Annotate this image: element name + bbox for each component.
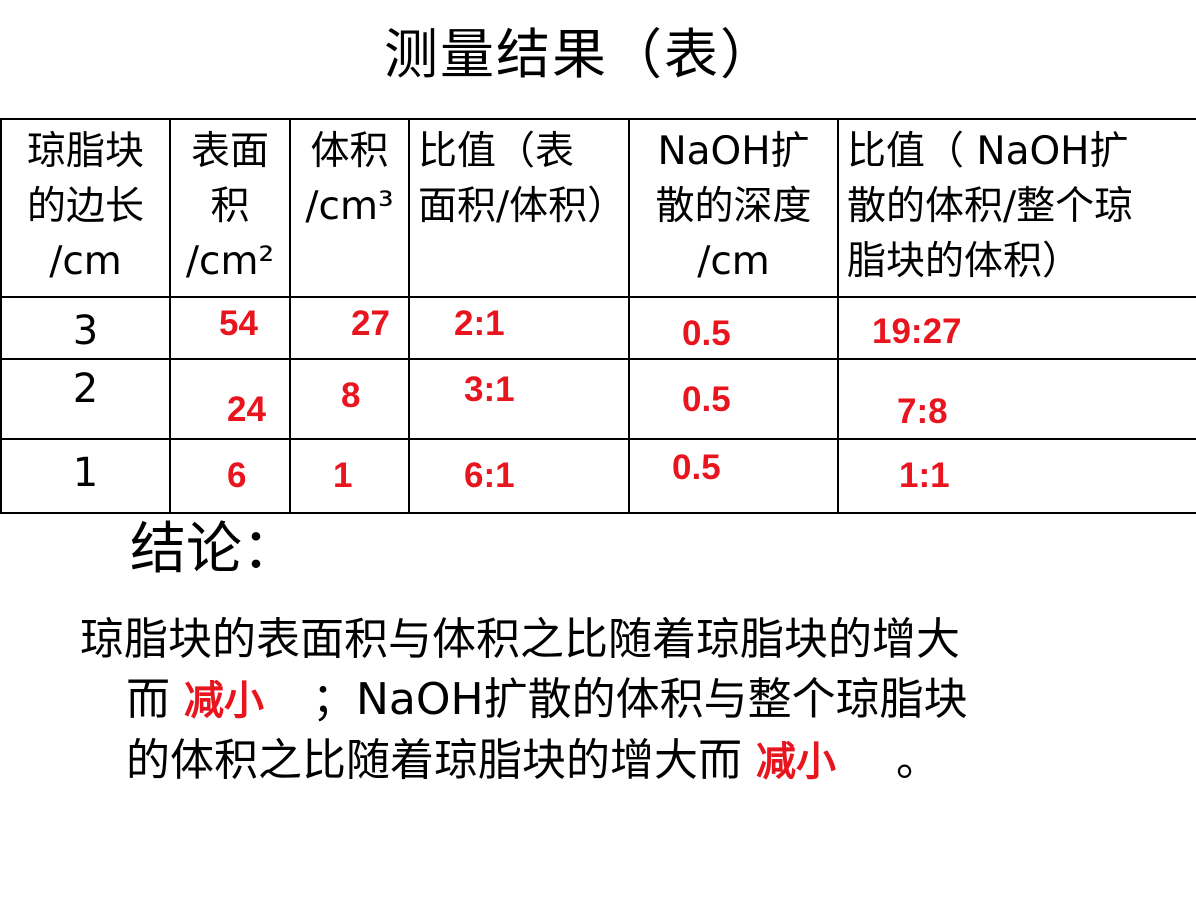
cell-diffusion-ratio: 19:27	[837, 296, 1196, 360]
header-line: /cm	[49, 239, 122, 284]
conclusion-line-2: 而 减小 ；NaOH扩散的体积与整个琼脂块	[80, 670, 1180, 731]
table-header-row: 琼脂块 的边长 /cm 表面 积 /cm² 体积 /cm³ 比值（表 面积/体积…	[0, 118, 1196, 298]
header-line: 的边长	[26, 184, 144, 229]
header-volume: 体积 /cm³	[289, 118, 410, 298]
header-line: 面积/体积）	[418, 184, 627, 229]
header-diffusion-ratio: 比值（ NaOH扩 散的体积/整个琼 脂块的体积）	[837, 118, 1196, 298]
ratio-value: 6:1	[464, 456, 515, 495]
cell-diffusion-ratio: 1:1	[837, 438, 1196, 514]
cell-diffusion-ratio: 7:8	[837, 358, 1196, 440]
header-line: 体积	[310, 129, 389, 174]
depth-value: 0.5	[682, 380, 731, 419]
cell-depth: 0.5	[628, 296, 839, 360]
cell-area: 54	[169, 296, 291, 360]
header-diffusion-depth: NaOH扩 散的深度 /cm	[628, 118, 839, 298]
header-line: 散的体积/整个琼	[847, 184, 1134, 229]
header-line: NaOH扩	[657, 129, 810, 174]
diffusion-ratio-value: 7:8	[897, 392, 948, 431]
diffusion-ratio-value: 1:1	[899, 456, 950, 495]
answer-1: 减小	[184, 678, 264, 724]
conclusion-line-3-prefix: 的体积之比随着琼脂块的增大而	[126, 735, 742, 786]
side-value: 1	[72, 450, 99, 496]
area-value: 24	[227, 390, 266, 429]
cell-side: 2	[0, 358, 171, 440]
cell-ratio: 2:1	[408, 296, 630, 360]
header-ratio: 比值（表 面积/体积）	[408, 118, 630, 298]
side-value: 3	[72, 308, 99, 354]
cell-depth: 0.5	[628, 358, 839, 440]
header-line: /cm	[697, 239, 770, 284]
conclusion-line-3: 的体积之比随着琼脂块的增大而 减小 。	[80, 731, 1180, 792]
cell-ratio: 3:1	[408, 358, 630, 440]
depth-value: 0.5	[682, 314, 731, 353]
header-line: /cm²	[185, 239, 275, 284]
volume-value: 27	[351, 304, 390, 343]
cell-area: 6	[169, 438, 291, 514]
cell-ratio: 6:1	[408, 438, 630, 514]
header-line: 比值（表	[418, 129, 575, 174]
conclusion-line-2-suffix: ；NaOH扩散的体积与整个琼脂块	[312, 674, 968, 725]
conclusion-paragraph: 琼脂块的表面积与体积之比随着琼脂块的增大 而 减小 ；NaOH扩散的体积与整个琼脂…	[80, 610, 1180, 792]
answer-2: 减小	[756, 739, 836, 785]
conclusion-line-2-prefix: 而	[126, 674, 170, 725]
cell-volume: 1	[289, 438, 410, 514]
cell-depth: 0.5	[628, 438, 839, 514]
area-value: 54	[219, 304, 258, 343]
header-line: 积	[210, 184, 250, 229]
table-row: 1 6 1 6:1 0.5 1:1	[0, 438, 1196, 514]
header-line: 比值（ NaOH扩	[847, 129, 1129, 174]
header-line: 脂块的体积）	[847, 239, 1082, 284]
volume-value: 1	[333, 456, 353, 495]
header-line: 散的深度	[655, 184, 812, 229]
table-row: 2 24 8 3:1 0.5 7:8	[0, 358, 1196, 440]
ratio-value: 2:1	[454, 304, 505, 343]
header-surface-area: 表面 积 /cm²	[169, 118, 291, 298]
cell-volume: 8	[289, 358, 410, 440]
diffusion-ratio-value: 19:27	[872, 312, 962, 351]
cell-area: 24	[169, 358, 291, 440]
table-row: 3 54 27 2:1 0.5 19:27	[0, 296, 1196, 360]
header-line: /cm³	[305, 184, 394, 229]
cell-volume: 27	[289, 296, 410, 360]
depth-value: 0.5	[672, 448, 721, 487]
conclusion-label: 结论：	[130, 517, 298, 582]
area-value: 6	[227, 456, 247, 495]
header-side-length: 琼脂块 的边长 /cm	[0, 118, 171, 298]
results-table: 琼脂块 的边长 /cm 表面 积 /cm² 体积 /cm³ 比值（表 面积/体积…	[0, 118, 1196, 514]
cell-side: 1	[0, 438, 171, 514]
volume-value: 8	[341, 376, 361, 415]
side-value: 2	[72, 366, 99, 412]
conclusion-line-3-suffix: 。	[896, 735, 940, 786]
ratio-value: 3:1	[464, 370, 515, 409]
conclusion-line-1: 琼脂块的表面积与体积之比随着琼脂块的增大	[80, 614, 960, 665]
header-line: 表面	[190, 129, 269, 174]
header-line: 琼脂块	[26, 129, 144, 174]
page-title: 测量结果（表）	[384, 23, 776, 86]
cell-side: 3	[0, 296, 171, 360]
